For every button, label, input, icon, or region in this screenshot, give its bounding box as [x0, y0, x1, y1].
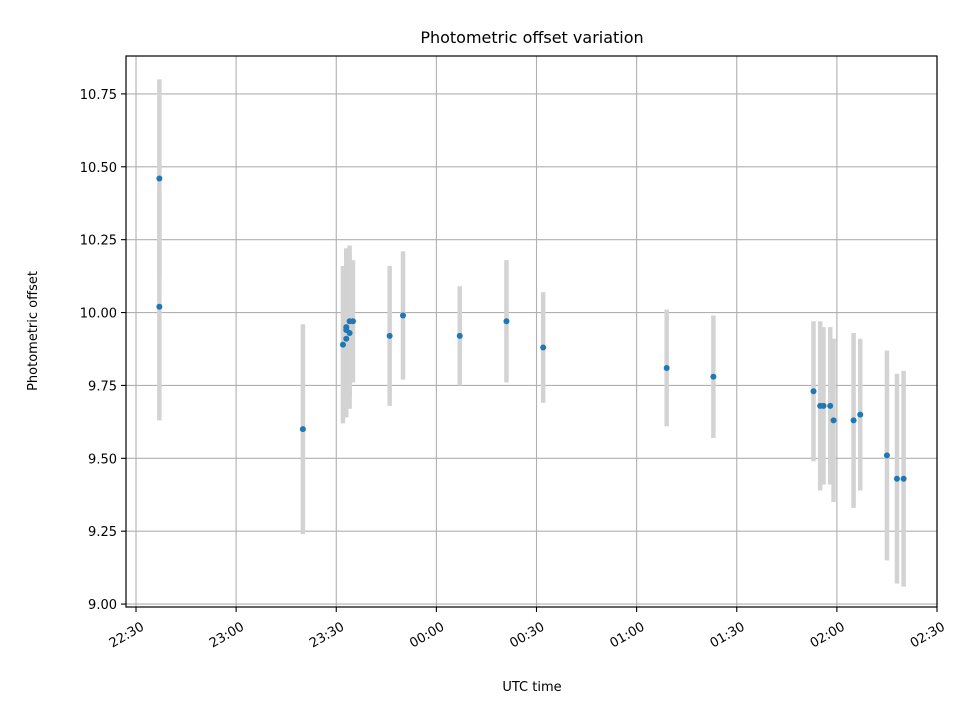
data-point	[710, 373, 717, 380]
data-point	[156, 303, 163, 310]
y-tick-label: 9.25	[88, 525, 117, 540]
x-tick-label: 02:30	[908, 620, 948, 652]
data-point	[349, 318, 356, 325]
data-point	[883, 452, 890, 459]
data-point	[400, 312, 407, 319]
y-tick-label: 10.50	[80, 161, 117, 176]
y-tick-label: 9.75	[88, 379, 117, 394]
data-point	[339, 341, 346, 348]
data-point	[810, 388, 817, 395]
data-point	[900, 475, 907, 482]
data-point	[503, 318, 510, 325]
plot-frame	[125, 55, 938, 608]
data-point	[156, 175, 163, 182]
x-tick-label: 23:00	[207, 620, 247, 652]
data-point	[540, 344, 547, 351]
data-points	[156, 175, 907, 482]
x-tick-label: 00:00	[407, 620, 447, 652]
data-point	[830, 417, 837, 424]
data-point	[893, 475, 900, 482]
data-point	[346, 329, 353, 336]
y-axis-ticks: 9.00 9.25 9.50 9.75 10.00 10.25 10.50 10.75	[80, 88, 126, 613]
x-tick-label: 22:30	[107, 620, 147, 652]
data-point	[827, 402, 834, 409]
x-tick-label: 23:30	[307, 620, 347, 652]
data-point	[850, 417, 857, 424]
x-axis-label: UTC time	[502, 680, 561, 695]
data-point	[456, 332, 463, 339]
data-point	[820, 402, 827, 409]
chart-title: Photometric offset variation	[420, 28, 643, 47]
y-tick-label: 9.50	[88, 452, 117, 467]
y-tick-label: 10.00	[80, 307, 117, 322]
x-tick-label: 00:30	[507, 620, 547, 652]
errorbars	[157, 79, 906, 587]
data-point	[857, 411, 864, 418]
data-point	[663, 364, 670, 371]
x-tick-label: 02:00	[808, 620, 848, 652]
data-point	[386, 332, 393, 339]
y-tick-label: 10.75	[80, 88, 117, 103]
y-tick-label: 10.25	[80, 234, 117, 249]
data-point	[299, 426, 306, 433]
grid-lines	[126, 56, 938, 607]
x-tick-label: 01:00	[608, 620, 648, 652]
data-point	[343, 335, 350, 342]
y-axis-label: Photometric offset	[26, 271, 41, 391]
x-tick-label: 01:30	[708, 620, 748, 652]
x-axis-ticks: 22:30 23:00 23:30 00:00 00:30 01:00 01:30 02:00…	[107, 607, 948, 651]
y-tick-label: 9.00	[88, 598, 117, 613]
